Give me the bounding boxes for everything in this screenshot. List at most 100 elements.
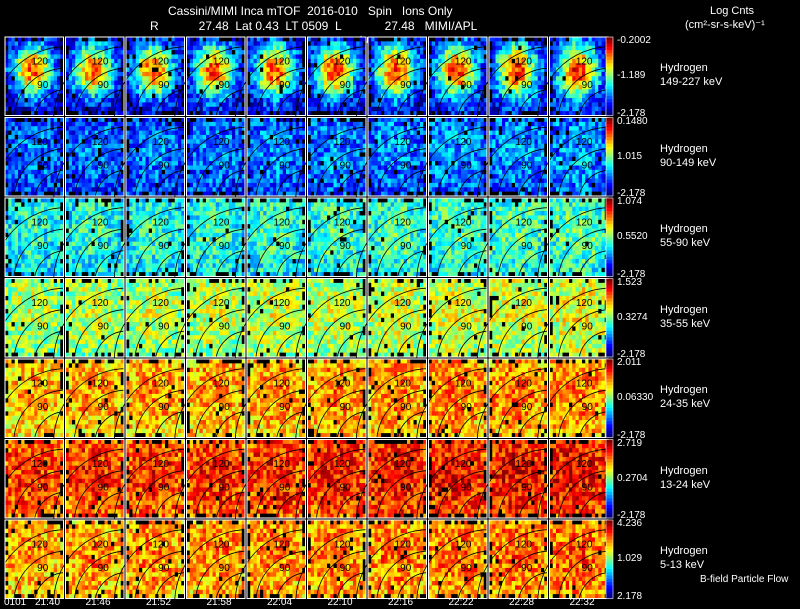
heatmap-pixel [129,102,133,107]
heatmap-pixel [142,76,146,81]
heatmap-pixel [311,81,315,86]
heatmap-pixel [34,72,38,77]
heatmap-pixel [54,37,58,42]
heatmap-pixel [206,81,210,86]
heatmap-pixel [203,107,207,112]
heatmap-pixel [187,98,191,103]
heatmap-pixel [172,102,176,107]
heatmap-pixel [172,76,176,81]
heatmap-pixel [289,107,293,112]
heatmap-pixel [293,37,297,42]
heatmap-pixel [126,63,130,68]
heatmap-pixel [260,107,264,112]
heatmap-pixel [47,102,51,107]
heatmap-pixel [136,72,140,77]
heatmap-pixel [8,59,12,64]
heatmap-pixel [226,102,230,107]
heatmap-pixel [276,98,280,103]
heatmap-pixel [391,50,395,55]
heatmap-pixel [105,37,109,42]
heatmap-pixel [203,94,207,99]
heatmap-pixel [196,50,200,55]
heatmap-pixel [353,59,357,64]
heatmap-pixel [51,107,55,112]
heatmap-pixel [92,41,96,46]
heatmap-pixel [159,46,163,51]
heatmap-pixel [235,46,239,51]
heatmap-pixel [114,50,118,55]
heatmap-pixel [375,85,379,90]
heatmap-pixel [232,59,236,64]
heatmap-pixel [85,63,89,68]
heatmap-pixel [28,89,32,94]
heatmap-pixel [133,41,137,46]
heatmap-pixel [69,81,73,86]
heatmap-pixel [75,72,79,77]
heatmap-pixel [31,102,35,107]
heatmap-pixel [263,50,267,55]
heatmap-pixel [384,107,388,112]
contour-label: 120 [334,56,351,67]
heatmap-pixel [15,46,19,51]
heatmap-pixel [178,41,182,46]
heatmap-pixel [384,81,388,86]
heatmap-pixel [226,98,230,103]
heatmap-pixel [257,72,261,77]
heatmap-pixel [353,98,357,103]
heatmap-pixel [360,107,364,112]
heatmap-pixel [337,37,341,42]
heatmap-pixel [66,54,70,59]
heatmap-pixel [21,98,25,103]
heatmap-pixel [247,85,251,90]
heatmap-pixel [280,41,284,46]
heatmap-pixel [391,85,395,90]
heatmap-pixel [254,54,258,59]
heatmap-pixel [152,37,156,42]
heatmap-pixel [209,85,213,90]
heatmap-pixel [350,37,354,42]
heatmap-pixel [273,89,277,94]
heatmap-pixel [299,63,303,68]
heatmap-pixel [118,41,122,46]
heatmap-pixel [247,68,251,73]
heatmap-pixel [118,98,122,103]
heatmap-pixel [193,98,197,103]
heatmap-pixel [149,68,153,73]
heatmap-pixel [175,50,179,55]
heatmap-pixel [270,37,274,42]
heatmap-pixel [196,81,200,86]
heatmap-pixel [8,98,12,103]
heatmap-pixel [206,107,210,112]
heatmap-pixel [334,46,338,51]
heatmap-pixel [69,89,73,94]
heatmap-pixel [375,54,379,59]
heatmap-pixel [327,41,331,46]
heatmap-pixel [79,54,83,59]
heatmap-pixel [75,54,79,59]
heatmap-pixel [136,59,140,64]
heatmap-pixel [250,85,254,90]
heatmap-pixel [66,94,70,99]
heatmap-pixel [280,46,284,51]
heatmap-pixel [260,50,264,55]
heatmap-pixel [203,68,207,73]
heatmap-pixel [28,94,32,99]
heatmap-pixel [254,50,258,55]
heatmap-pixel [267,89,271,94]
heatmap-pixel [334,94,338,99]
heatmap-pixel [88,72,92,77]
heatmap-pixel [368,81,372,86]
heatmap-pixel [371,50,375,55]
heatmap-pixel [28,37,32,42]
heatmap-pixel [172,94,176,99]
heatmap-pixel [206,98,210,103]
heatmap-pixel [178,85,182,90]
heatmap-pixel [263,63,267,68]
heatmap-pixel [296,46,300,51]
heatmap-pixel [286,98,290,103]
heatmap-pixel [283,41,287,46]
heatmap-pixel [401,46,405,51]
heatmap-pixel [193,85,197,90]
heatmap-pixel [263,76,267,81]
heatmap-pixel [267,46,271,51]
